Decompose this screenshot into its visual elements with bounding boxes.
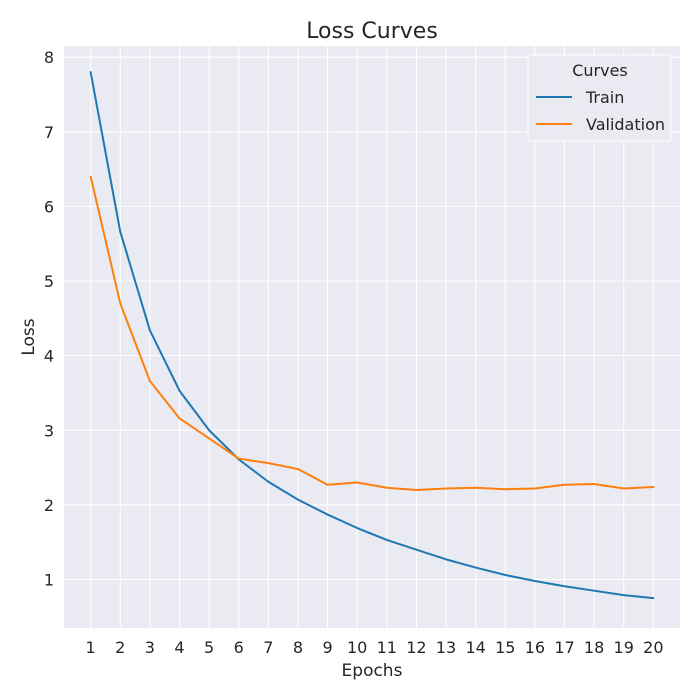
grid-layer [64, 46, 680, 628]
y-tick-label: 5 [44, 272, 54, 291]
x-axis-label: Epochs [342, 661, 403, 681]
x-tick-label: 5 [204, 638, 214, 657]
x-tick-label: 18 [584, 638, 604, 657]
y-tick-label: 1 [44, 571, 54, 590]
legend-label-train: Train [585, 88, 624, 107]
y-axis-label: Loss [19, 318, 39, 355]
x-tick-label: 9 [322, 638, 332, 657]
legend-label-validation: Validation [586, 115, 665, 134]
y-tick-label: 2 [44, 496, 54, 515]
x-tick-label: 15 [495, 638, 515, 657]
x-tick-label: 3 [145, 638, 155, 657]
x-tick-label: 12 [406, 638, 426, 657]
x-tick-label: 16 [525, 638, 545, 657]
legend-box [527, 54, 672, 142]
y-tick-label: 7 [44, 123, 54, 142]
x-tick-label: 11 [377, 638, 397, 657]
series-layer [89, 71, 655, 600]
legend-title: Curves [572, 61, 628, 80]
chart-title: Loss Curves [306, 19, 438, 44]
plot-area [64, 46, 680, 628]
x-tick-label: 19 [614, 638, 634, 657]
x-tick-label: 8 [293, 638, 303, 657]
x-tick-label: 17 [554, 638, 574, 657]
series-line-train [89, 71, 655, 600]
x-tick-label: 20 [643, 638, 663, 657]
x-tick-label: 13 [436, 638, 456, 657]
x-tick-label: 1 [86, 638, 96, 657]
x-tick-label: 4 [174, 638, 184, 657]
series-line-validation [89, 175, 655, 491]
x-tick-label: 14 [465, 638, 485, 657]
y-tick-label: 6 [44, 197, 54, 216]
x-tick-label: 10 [347, 638, 367, 657]
legend: Curves Train Validation [527, 54, 672, 142]
x-tick-label: 2 [115, 638, 125, 657]
x-tick-label: 6 [234, 638, 244, 657]
x-tick-label: 7 [263, 638, 273, 657]
y-tick-label: 3 [44, 421, 54, 440]
y-tick-label: 4 [44, 347, 54, 366]
y-tick-label: 8 [44, 48, 54, 67]
